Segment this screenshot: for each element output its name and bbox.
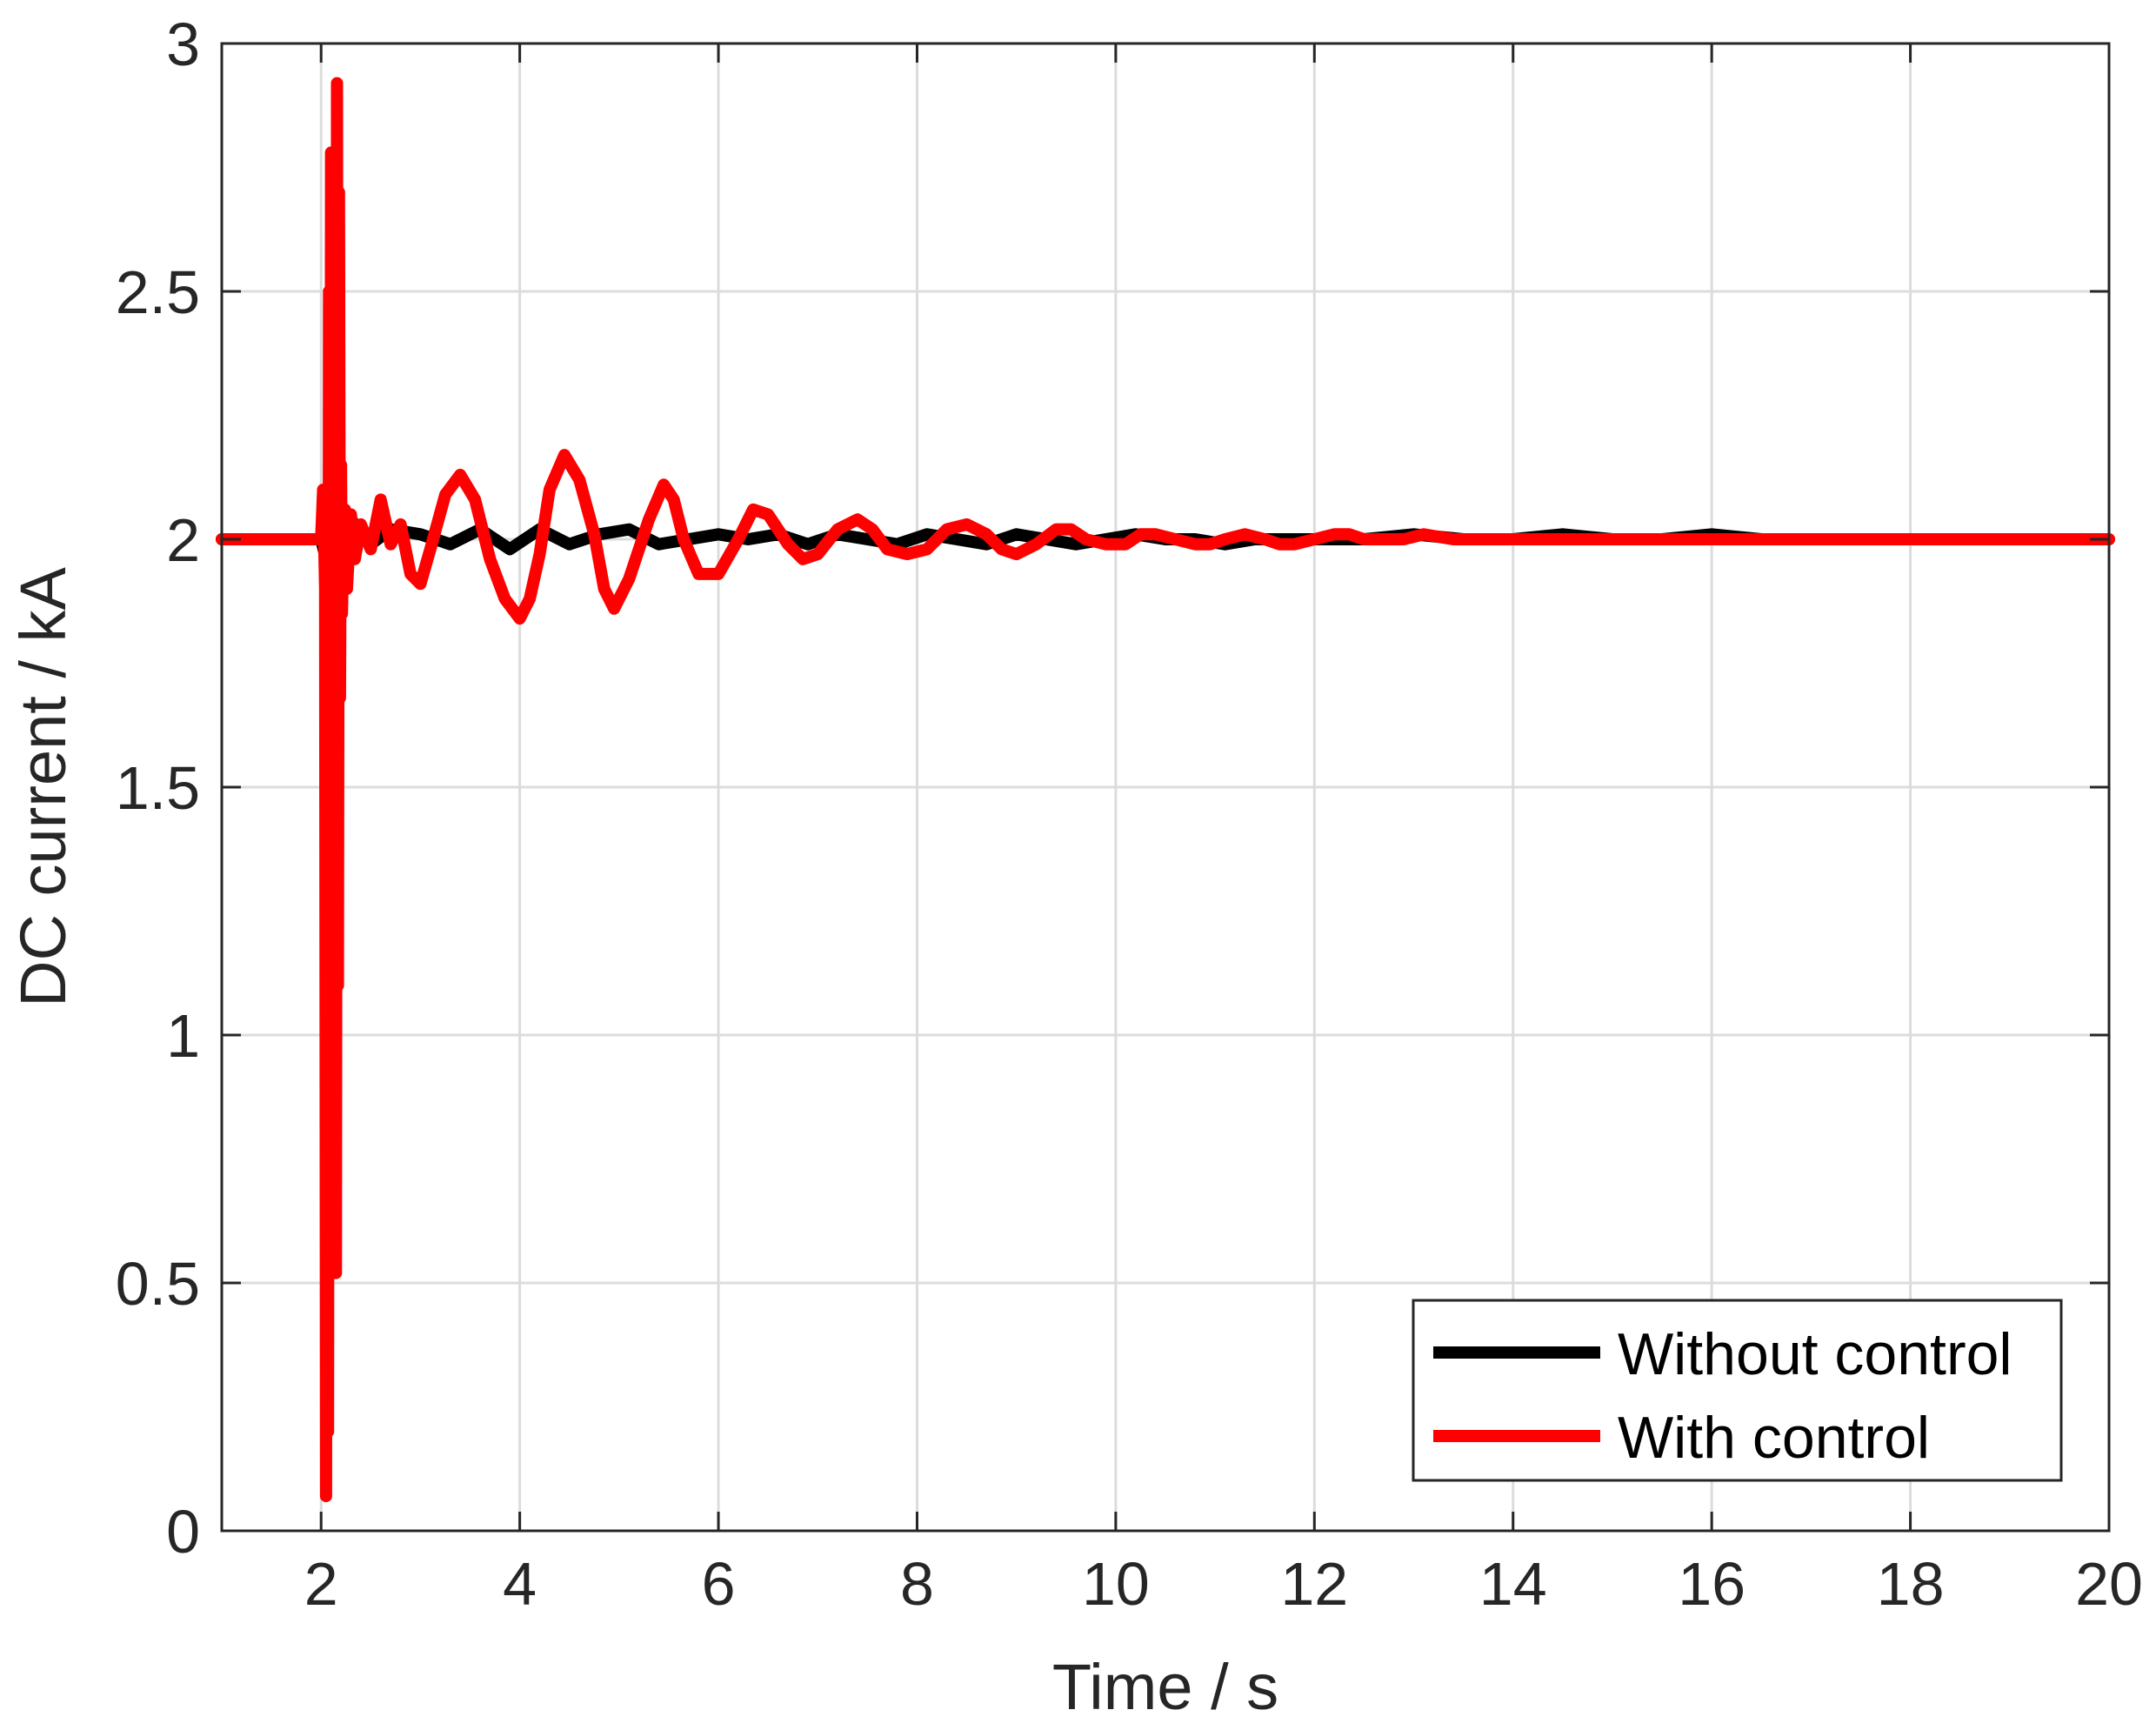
- x-axis-title: Time / s: [1052, 1651, 1278, 1723]
- y-tick-label: 1.5: [116, 754, 200, 822]
- legend: Without control With control: [1412, 1299, 2063, 1482]
- y-tick-label: 2.5: [116, 258, 200, 326]
- tick-labels: 2 4 6 8 10 12 14 16 18 20 0 0.5 1 1.5 2 2.5 3: [116, 10, 2143, 1618]
- x-tick-label: 12: [1280, 1550, 1348, 1618]
- x-tick-label: 10: [1082, 1550, 1150, 1618]
- x-tick-label: 14: [1479, 1550, 1547, 1618]
- series-layer: [216, 77, 2115, 1503]
- y-axis-title: DC current / kA: [7, 566, 79, 1006]
- series-line-with-control: [216, 77, 2115, 1503]
- x-tick-label: 2: [304, 1550, 338, 1618]
- legend-box: [1412, 1299, 2063, 1482]
- y-tick-label: 1: [166, 1002, 200, 1070]
- axes: [220, 42, 2111, 1533]
- x-tick-label: 6: [702, 1550, 736, 1618]
- x-tick-label: 4: [503, 1550, 537, 1618]
- x-tick-label: 16: [1678, 1550, 1745, 1618]
- y-tick-label: 0: [166, 1498, 200, 1566]
- legend-label-without-control: Without control: [1618, 1321, 2012, 1387]
- y-tick-label: 0.5: [116, 1250, 200, 1318]
- x-tick-label: 20: [2075, 1550, 2143, 1618]
- legend-label-with-control: With control: [1618, 1405, 1930, 1471]
- axes-box: [220, 42, 2111, 1533]
- y-tick-label: 3: [166, 10, 200, 78]
- y-tick-label: 2: [166, 506, 200, 574]
- x-tick-label: 8: [900, 1550, 934, 1618]
- x-tick-label: 18: [1877, 1550, 1945, 1618]
